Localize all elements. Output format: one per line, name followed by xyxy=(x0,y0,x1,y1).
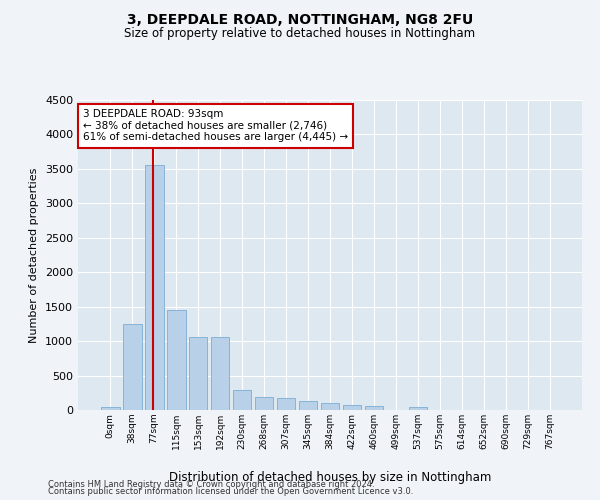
Bar xyxy=(320,403,340,410)
Bar xyxy=(145,166,164,410)
Bar xyxy=(255,396,274,410)
Text: Contains HM Land Registry data © Crown copyright and database right 2024.: Contains HM Land Registry data © Crown c… xyxy=(48,480,374,489)
Bar xyxy=(233,390,251,410)
Bar xyxy=(189,337,208,410)
Bar xyxy=(277,398,295,410)
Text: 3, DEEPDALE ROAD, NOTTINGHAM, NG8 2FU: 3, DEEPDALE ROAD, NOTTINGHAM, NG8 2FU xyxy=(127,12,473,26)
Bar xyxy=(365,406,383,410)
Bar xyxy=(343,405,361,410)
Bar xyxy=(167,310,185,410)
Bar xyxy=(123,324,142,410)
Text: Contains public sector information licensed under the Open Government Licence v3: Contains public sector information licen… xyxy=(48,488,413,496)
Bar xyxy=(299,402,317,410)
Bar xyxy=(211,337,229,410)
Text: Size of property relative to detached houses in Nottingham: Size of property relative to detached ho… xyxy=(124,28,476,40)
Text: Distribution of detached houses by size in Nottingham: Distribution of detached houses by size … xyxy=(169,471,491,484)
Y-axis label: Number of detached properties: Number of detached properties xyxy=(29,168,40,342)
Text: 3 DEEPDALE ROAD: 93sqm
← 38% of detached houses are smaller (2,746)
61% of semi-: 3 DEEPDALE ROAD: 93sqm ← 38% of detached… xyxy=(83,110,348,142)
Bar xyxy=(409,408,427,410)
Bar xyxy=(101,406,119,410)
